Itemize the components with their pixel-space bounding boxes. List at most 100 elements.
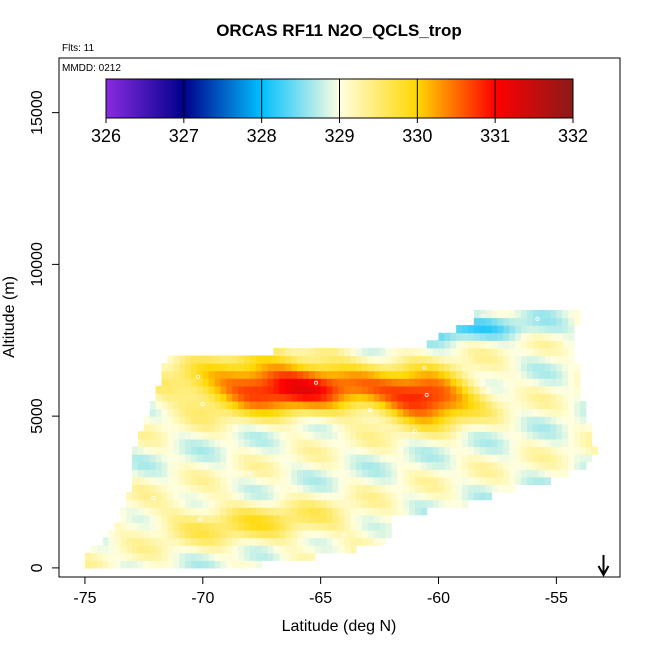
heatmap-cell <box>326 446 334 455</box>
heatmap-cell <box>226 423 233 432</box>
heatmap-cell <box>426 476 434 486</box>
heatmap-cell <box>173 408 180 417</box>
heatmap-cell <box>332 408 339 417</box>
heatmap-cell <box>238 476 245 486</box>
heatmap-cell <box>167 476 174 486</box>
heatmap-cell <box>479 454 487 463</box>
heatmap-cell <box>267 529 275 539</box>
heatmap-cell <box>232 461 239 470</box>
heatmap-cell <box>320 363 328 372</box>
heatmap-cell <box>185 416 192 425</box>
heatmap-cell <box>367 393 375 402</box>
heatmap-cell <box>143 461 151 470</box>
heatmap-cell <box>338 400 345 410</box>
heatmap-cell <box>155 454 163 463</box>
heatmap-cell <box>267 438 275 448</box>
heatmap-cell <box>515 454 522 463</box>
heatmap-cell <box>485 469 493 478</box>
heatmap-cell <box>255 363 263 372</box>
heatmap-cell <box>137 461 145 470</box>
heatmap-cell <box>308 507 316 516</box>
heatmap-cell <box>397 492 404 501</box>
heatmap-cell <box>521 393 528 402</box>
heatmap-cell <box>161 438 169 448</box>
heatmap-cell <box>367 484 375 493</box>
heatmap-cell <box>491 363 499 372</box>
heatmap-cell <box>344 416 351 425</box>
heatmap-cell <box>497 469 504 478</box>
heatmap-cell <box>526 446 534 455</box>
heatmap-cell <box>214 431 222 440</box>
heatmap-cell <box>302 423 310 432</box>
heatmap-cell <box>568 325 575 334</box>
heatmap-cell <box>503 347 510 357</box>
heatmap-cell <box>361 385 369 394</box>
heatmap-cell <box>397 393 404 402</box>
heatmap-cell <box>438 370 445 379</box>
heatmap-cell <box>320 529 328 539</box>
heatmap-cell <box>456 370 463 379</box>
y-tick-label: 0 <box>29 563 46 572</box>
heatmap-cell <box>338 492 345 501</box>
heatmap-cell <box>391 476 398 486</box>
heatmap-cell <box>491 317 499 326</box>
heatmap-cell <box>332 522 339 531</box>
heatmap-cell <box>432 370 440 379</box>
heatmap-cell <box>297 469 304 478</box>
heatmap-cell <box>191 385 198 394</box>
heatmap-cell <box>208 454 216 463</box>
flight-sample-point <box>358 344 363 349</box>
heatmap-cell <box>409 476 416 486</box>
heatmap-cell <box>379 514 387 523</box>
heatmap-cell <box>456 408 463 417</box>
heatmap-cell <box>214 522 222 531</box>
heatmap-cell <box>521 385 528 394</box>
heatmap-cell <box>332 499 339 508</box>
heatmap-cell <box>456 423 463 432</box>
heatmap-cell <box>320 469 328 478</box>
heatmap-cell <box>521 355 528 364</box>
heatmap-cell <box>244 355 251 364</box>
heatmap-cell <box>143 560 151 569</box>
heatmap-cell <box>255 499 263 508</box>
heatmap-cell <box>302 484 310 493</box>
heatmap-cell <box>397 499 404 508</box>
heatmap-cell <box>397 400 404 410</box>
heatmap-cell <box>302 552 310 561</box>
heatmap-cell <box>361 469 369 478</box>
heatmap-cell <box>373 431 381 440</box>
heatmap-cell <box>450 400 457 410</box>
heatmap-cell <box>214 552 222 561</box>
heatmap-cell <box>344 438 351 448</box>
heatmap-cell <box>155 393 163 402</box>
heatmap-cell <box>126 552 133 561</box>
heatmap-cell <box>238 469 245 478</box>
heatmap-cell <box>391 484 398 493</box>
heatmap-cell <box>462 416 469 425</box>
heatmap-cell <box>332 438 339 448</box>
heatmap-cell <box>344 545 351 554</box>
heatmap-cell <box>191 423 198 432</box>
heatmap-cell <box>161 461 169 470</box>
heatmap-cell <box>285 370 292 379</box>
heatmap-cell <box>367 423 375 432</box>
heatmap-cell <box>403 469 410 478</box>
heatmap-cell <box>249 446 257 455</box>
heatmap-cell <box>297 492 304 501</box>
heatmap-cell <box>196 400 204 410</box>
heatmap-cell <box>137 545 145 554</box>
heatmap-cell <box>196 514 204 523</box>
heatmap-cell <box>444 492 451 501</box>
heatmap-cell <box>568 393 575 402</box>
heatmap-cell <box>450 332 457 341</box>
heatmap-cell <box>279 552 286 561</box>
heatmap-cell <box>467 355 475 364</box>
flight-sample-point <box>200 401 205 406</box>
heatmap-cell <box>356 499 363 508</box>
heatmap-cell <box>249 438 257 448</box>
heatmap-cell <box>556 446 563 455</box>
arrow-head <box>597 565 610 578</box>
heatmap-cell <box>420 507 428 516</box>
heatmap-cell <box>114 537 121 546</box>
heatmap-cell <box>191 545 198 554</box>
